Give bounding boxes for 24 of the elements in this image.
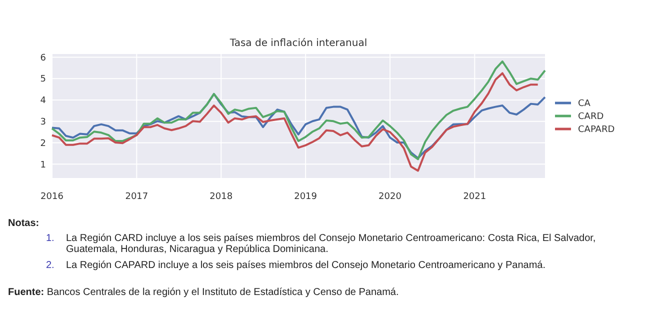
x-tick-label: 2019 (294, 192, 318, 202)
text: 1. (46, 233, 56, 246)
y-tick-label: 1 (40, 160, 46, 170)
y-tick-label: 6 (40, 53, 46, 64)
x-tick-label: 2020 (378, 192, 402, 202)
x-tick-label: 2016 (40, 192, 64, 202)
y-tick-label: 4 (40, 96, 46, 106)
text: Notas: (8, 218, 40, 229)
y-tick-label: 5 (40, 74, 46, 85)
x-tick-label: 2017 (125, 192, 148, 202)
x-tick-label: 2018 (210, 192, 233, 202)
line-series (51, 60, 546, 160)
source-note: Fuente: Bancos Centrales de la región y el Instituto de Estadística y Censo de Panamá. (8, 287, 400, 298)
legend-label: CAPARD (578, 125, 615, 136)
text: 2. (46, 260, 56, 271)
legend-label: CA (578, 99, 592, 110)
chart-title: Tasa de inflación interanual (228, 38, 368, 49)
legend-label: CARD (578, 112, 604, 122)
y-tick-label: 3 (40, 117, 46, 128)
x-tick-label: 2021 (463, 192, 486, 202)
y-tick-label: 2 (40, 138, 46, 149)
text: La Región CARD incluye a los seis países miembros del Consejo Monetario Centroamericano: Costa Rica, El Salvador, Guatemala, Honduras, Nicaragua y República Dominicana. (66, 233, 597, 255)
text: La Región CAPARD incluye a los seis países miembros del Consejo Monetario Centroamericano y Panamá. (66, 260, 546, 271)
line-series (51, 72, 539, 172)
